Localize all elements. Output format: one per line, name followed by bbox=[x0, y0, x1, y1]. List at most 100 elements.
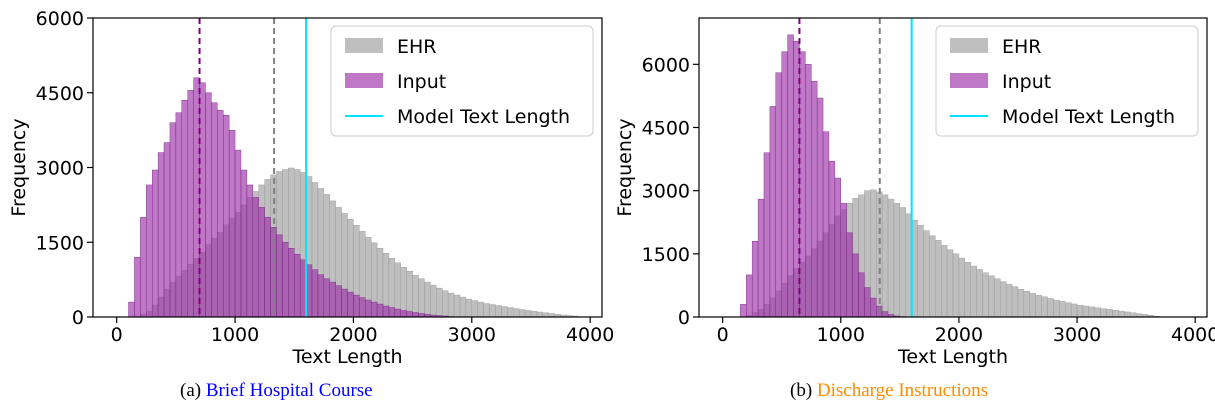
bar-b-input-3 bbox=[757, 198, 765, 318]
bar-b-ehr-36 bbox=[958, 257, 966, 318]
bar-a-input-6 bbox=[163, 142, 171, 318]
ylabel-b: Frequency bbox=[614, 118, 636, 216]
bar-a-ehr-67 bbox=[536, 311, 544, 318]
bar-a-input-20 bbox=[246, 184, 254, 318]
legend-label-a-2: Model Text Length bbox=[397, 106, 570, 128]
bar-b-ehr-31 bbox=[929, 235, 936, 318]
bar-b-ehr-43 bbox=[1000, 281, 1007, 318]
legend-box-a bbox=[330, 25, 594, 137]
xtick-label-a-0: 0 bbox=[111, 324, 123, 346]
bar-a-input-16 bbox=[223, 114, 230, 318]
caption-b-prefix: (b) bbox=[790, 380, 817, 401]
bar-b-ehr-59 bbox=[1094, 307, 1101, 318]
bar-a-ehr-59 bbox=[489, 304, 496, 318]
bar-a-input-7 bbox=[169, 122, 177, 318]
bar-a-input-47 bbox=[406, 311, 413, 318]
xtick-label-a-3000: 3000 bbox=[448, 324, 496, 346]
bar-b-ehr-57 bbox=[1082, 305, 1090, 318]
bar-b-ehr-37 bbox=[964, 262, 971, 318]
bar-b-input-18 bbox=[846, 232, 853, 318]
bar-b-ehr-42 bbox=[994, 278, 1001, 318]
bar-b-ehr-30 bbox=[923, 230, 930, 318]
ylabel-a: Frequency bbox=[8, 118, 30, 216]
bar-b-ehr-46 bbox=[1017, 289, 1025, 318]
bar-b-ehr-52 bbox=[1053, 299, 1060, 318]
bar-a-input-23 bbox=[264, 217, 271, 318]
bar-a-input-14 bbox=[211, 102, 218, 318]
bar-b-ehr-38 bbox=[970, 265, 977, 318]
bar-a-input-25 bbox=[276, 234, 283, 318]
bar-b-ehr-55 bbox=[1070, 303, 1078, 318]
bar-b-input-22 bbox=[870, 297, 877, 318]
bar-b-ehr-49 bbox=[1035, 294, 1042, 318]
bar-b-input-8 bbox=[787, 34, 794, 318]
bar-a-input-13 bbox=[205, 92, 212, 318]
bar-a-ehr-64 bbox=[518, 309, 526, 318]
legend-swatch-b-input bbox=[950, 73, 988, 88]
bar-b-input-11 bbox=[805, 64, 812, 318]
bar-b-ehr-53 bbox=[1059, 301, 1066, 318]
xtick-label-a-1000: 1000 bbox=[211, 324, 259, 346]
legend-a: EHR Input Model Text Length bbox=[330, 25, 594, 137]
ytick-label-b-4500: 4500 bbox=[642, 117, 690, 139]
bar-b-input-13 bbox=[816, 97, 824, 318]
bar-b-ehr-47 bbox=[1023, 291, 1030, 318]
bar-b-ehr-44 bbox=[1005, 283, 1013, 318]
bar-b-ehr-63 bbox=[1118, 310, 1125, 318]
caption-row: (a) Brief Hospital Course (b) Discharge … bbox=[0, 380, 1215, 410]
ytick-label-a-4500: 4500 bbox=[36, 83, 84, 105]
legend-label-b-2: Model Text Length bbox=[1002, 106, 1175, 128]
bar-b-input-15 bbox=[828, 160, 836, 318]
bar-b-ehr-29 bbox=[917, 224, 924, 318]
bar-b-ehr-26 bbox=[899, 207, 906, 318]
figure: 0 1000 2000 3000 4000 0 1500 3000 4500 6000 Text L… bbox=[8, 8, 1215, 368]
bar-a-input-21 bbox=[252, 197, 259, 318]
bar-b-input-21 bbox=[864, 287, 871, 318]
bar-b-input-12 bbox=[811, 80, 818, 318]
ytick-label-b-0: 0 bbox=[678, 307, 690, 329]
bar-a-input-19 bbox=[240, 169, 248, 318]
bar-a-input-32 bbox=[317, 274, 325, 318]
bar-b-ehr-40 bbox=[982, 272, 989, 318]
legend-label-a-1: Input bbox=[397, 71, 446, 93]
bar-a-input-1 bbox=[134, 257, 141, 318]
bar-b-input-1 bbox=[746, 274, 753, 318]
bar-a-input-18 bbox=[234, 149, 242, 318]
xtick-label-b-2000: 2000 bbox=[935, 324, 983, 346]
bar-a-ehr-62 bbox=[507, 307, 514, 318]
bar-a-input-37 bbox=[347, 291, 354, 318]
bar-a-input-28 bbox=[294, 254, 301, 318]
bar-a-input-46 bbox=[400, 310, 407, 318]
ytick-label-a-3000: 3000 bbox=[36, 158, 84, 180]
bar-b-input-5 bbox=[769, 106, 776, 318]
bar-b-ehr-56 bbox=[1076, 305, 1084, 318]
bar-a-ehr-55 bbox=[465, 298, 472, 318]
bar-b-input-19 bbox=[852, 253, 859, 318]
bar-a-input-8 bbox=[175, 112, 182, 318]
bar-b-ehr-34 bbox=[946, 249, 954, 318]
bar-a-input-48 bbox=[412, 312, 419, 318]
bar-a-input-10 bbox=[187, 90, 194, 318]
bar-a-ehr-65 bbox=[524, 310, 532, 318]
bar-a-input-2 bbox=[140, 217, 147, 318]
bar-b-ehr-35 bbox=[952, 253, 960, 318]
series-a-input bbox=[128, 77, 455, 318]
bar-a-input-4 bbox=[151, 169, 159, 318]
xtick-label-a-4000: 4000 bbox=[566, 324, 614, 346]
ytick-label-a-6000: 6000 bbox=[36, 8, 84, 30]
bar-b-ehr-50 bbox=[1041, 296, 1048, 318]
bar-a-input-33 bbox=[323, 278, 330, 318]
bar-a-input-39 bbox=[359, 297, 366, 318]
bar-a-ehr-61 bbox=[501, 306, 508, 318]
bar-b-ehr-64 bbox=[1124, 311, 1131, 318]
caption-b-title: Discharge Instructions bbox=[816, 380, 989, 401]
bar-a-ehr-48 bbox=[424, 281, 431, 318]
bar-b-ehr-41 bbox=[988, 275, 995, 318]
legend-label-b-0: EHR bbox=[1002, 36, 1042, 58]
ytick-label-b-6000: 6000 bbox=[642, 54, 690, 76]
bar-b-input-17 bbox=[840, 203, 847, 318]
legend-swatch-a-input bbox=[345, 73, 383, 88]
legend-b: EHR Input Model Text Length bbox=[935, 25, 1199, 137]
bar-a-input-22 bbox=[258, 207, 265, 318]
axes-frame-b bbox=[698, 17, 1208, 318]
